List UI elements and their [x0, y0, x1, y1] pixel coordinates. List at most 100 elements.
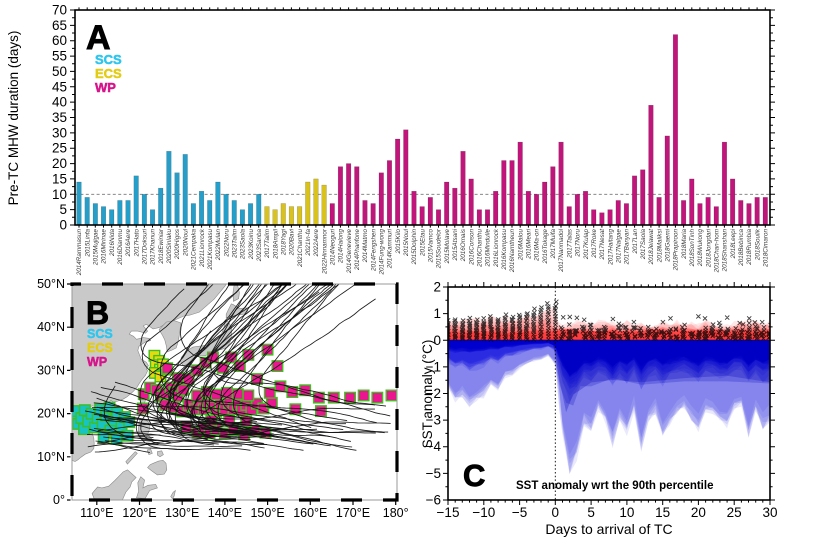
svg-text:2: 2: [433, 280, 441, 295]
svg-text:Days to arrival of TC: Days to arrival of TC: [545, 521, 672, 537]
svg-text:55: 55: [52, 49, 67, 64]
svg-text:2020Higos: 2020Higos: [174, 228, 181, 260]
svg-text:2018Ampil: 2018Ampil: [272, 228, 279, 259]
svg-text:65: 65: [52, 18, 67, 33]
svg-text:15: 15: [655, 505, 670, 520]
svg-text:WP: WP: [87, 355, 107, 369]
svg-text:2018Jongdari: 2018Jongdari: [705, 228, 712, 268]
svg-text:1: 1: [433, 306, 441, 321]
svg-text:2017Roke: 2017Roke: [591, 229, 598, 259]
svg-text:20°N: 20°N: [37, 407, 65, 421]
svg-text:2022Noru: 2022Noru: [223, 229, 230, 258]
svg-text:Pre-TC MHW duration (days): Pre-TC MHW duration (days): [6, 31, 21, 206]
svg-text:2023Koinu: 2023Koinu: [248, 229, 255, 261]
svg-text:2016Meari: 2016Meari: [526, 228, 533, 259]
svg-text:2021Chanthu: 2021Chanthu: [297, 229, 304, 268]
svg-text:5: 5: [587, 505, 595, 520]
svg-text:SST anomaly wrt the 90th perce: SST anomaly wrt the 90th percentile: [516, 480, 713, 492]
svg-text:2015Soudelor: 2015Soudelor: [436, 228, 443, 269]
svg-text:2016Mirinae: 2016Mirinae: [101, 229, 108, 265]
svg-text:2020Noul: 2020Noul: [182, 228, 189, 257]
svg-text:0: 0: [59, 218, 67, 233]
svg-text:2023Saola: 2023Saola: [240, 229, 247, 261]
svg-text:10: 10: [619, 505, 634, 520]
svg-text:2016Mindulle: 2016Mindulle: [485, 229, 492, 268]
svg-text:0: 0: [552, 505, 560, 520]
svg-text:−5: −5: [512, 505, 527, 520]
svg-text:2018Chan-hom: 2018Chan-hom: [714, 229, 721, 273]
svg-text:2015Mujigae: 2015Mujigae: [93, 229, 100, 267]
svg-text:10°N: 10°N: [37, 450, 65, 464]
svg-text:2018Jelawat: 2018Jelawat: [648, 229, 655, 266]
svg-text:2022Mulan: 2022Mulan: [215, 229, 222, 262]
svg-text:2016Nida: 2016Nida: [109, 229, 116, 257]
svg-text:20: 20: [52, 156, 67, 171]
svg-text:2018Prapiroon: 2018Prapiroon: [673, 229, 680, 272]
svg-text:2016Kompasu: 2016Kompasu: [501, 229, 508, 271]
svg-text:2021Cempaka: 2021Cempaka: [191, 229, 198, 271]
svg-text:25: 25: [52, 141, 67, 156]
svg-text:0: 0: [433, 333, 441, 348]
svg-text:30: 30: [52, 125, 67, 140]
svg-text:2017Nanmadol: 2017Nanmadol: [558, 228, 565, 272]
svg-text:2018Cimaron: 2018Cimaron: [763, 229, 770, 268]
svg-text:20: 20: [691, 505, 706, 520]
svg-text:−5: −5: [426, 466, 441, 481]
svg-text:50°N: 50°N: [37, 277, 65, 291]
svg-text:2017Noru: 2017Noru: [575, 229, 582, 258]
svg-text:2017Muifa: 2017Muifa: [550, 229, 557, 260]
svg-text:2023Talim: 2023Talim: [231, 229, 238, 259]
svg-text:ECS: ECS: [87, 341, 113, 355]
svg-text:120°E: 120°E: [122, 506, 156, 520]
svg-text:C: C: [463, 458, 485, 493]
svg-text:2018Gaemi: 2018Gaemi: [665, 228, 672, 262]
svg-text:2014Neoguri: 2014Neoguri: [330, 228, 337, 266]
svg-text:10: 10: [52, 187, 67, 202]
svg-text:45: 45: [52, 79, 67, 94]
svg-text:2014Fung-wong: 2014Fung-wong: [379, 229, 386, 276]
svg-text:2015Etau: 2015Etau: [419, 229, 426, 257]
svg-text:SCS: SCS: [87, 327, 113, 341]
svg-text:2016Dianmu: 2016Dianmu: [117, 229, 124, 266]
svg-text:2017Saola: 2017Saola: [640, 229, 647, 261]
svg-text:2014Halong: 2014Halong: [338, 229, 345, 264]
svg-text:2014Kammuri: 2014Kammuri: [387, 228, 394, 269]
svg-text:−6: −6: [426, 493, 441, 508]
svg-text:2023Sanba: 2023Sanba: [256, 229, 263, 263]
svg-text:30°N: 30°N: [37, 363, 65, 377]
svg-text:60: 60: [52, 33, 67, 48]
svg-text:2022Hinnamnor: 2022Hinnamnor: [321, 228, 328, 275]
svg-text:2017Hato: 2017Hato: [133, 229, 140, 258]
svg-text:2016Ma-on: 2016Ma-on: [534, 229, 541, 262]
svg-text:2016Namtheun: 2016Namtheun: [509, 229, 516, 274]
svg-text:2016Omais: 2016Omais: [460, 228, 467, 262]
svg-text:2014Genevieve: 2014Genevieve: [346, 229, 353, 275]
svg-text:2018Soulik: 2018Soulik: [754, 228, 761, 261]
svg-text:2017Doksuri: 2017Doksuri: [142, 228, 149, 265]
svg-text:2015Molave: 2015Molave: [444, 229, 451, 265]
svg-text:−4: −4: [426, 439, 442, 454]
svg-text:2017Nesat: 2017Nesat: [599, 229, 606, 261]
svg-text:25: 25: [727, 505, 742, 520]
svg-text:2018Maria: 2018Maria: [681, 229, 688, 260]
svg-text:2018Maliksi: 2018Maliksi: [656, 228, 663, 263]
svg-text:2021In-fa: 2021In-fa: [305, 229, 312, 257]
svg-text:2017Nalgae: 2017Nalgae: [615, 229, 622, 264]
svg-text:2016Malou: 2016Malou: [517, 229, 524, 262]
svg-text:2014Matmo: 2014Matmo: [362, 229, 369, 264]
svg-text:2016Lionrock: 2016Lionrock: [493, 228, 500, 268]
svg-text:A: A: [86, 19, 111, 57]
svg-text:2016Tokage: 2016Tokage: [542, 229, 549, 265]
svg-text:2021Kompasu: 2021Kompasu: [207, 229, 214, 271]
svg-text:2020Bavi: 2020Bavi: [289, 228, 296, 256]
svg-text:2017Haitang: 2017Haitang: [607, 229, 614, 266]
svg-text:2018Ewiniar: 2018Ewiniar: [158, 228, 165, 265]
svg-text:2020Sinlaku: 2020Sinlaku: [166, 229, 173, 265]
svg-text:30: 30: [762, 505, 777, 520]
svg-text:180°: 180°: [383, 506, 409, 520]
svg-text:2017Banyan: 2017Banyan: [624, 229, 631, 266]
svg-text:2014Phanfone: 2014Phanfone: [354, 229, 361, 271]
svg-text:2021Lionrock: 2021Lionrock: [199, 228, 206, 268]
svg-text:2015Vamco: 2015Vamco: [428, 229, 435, 264]
svg-text:2018Wukong: 2018Wukong: [697, 229, 704, 268]
